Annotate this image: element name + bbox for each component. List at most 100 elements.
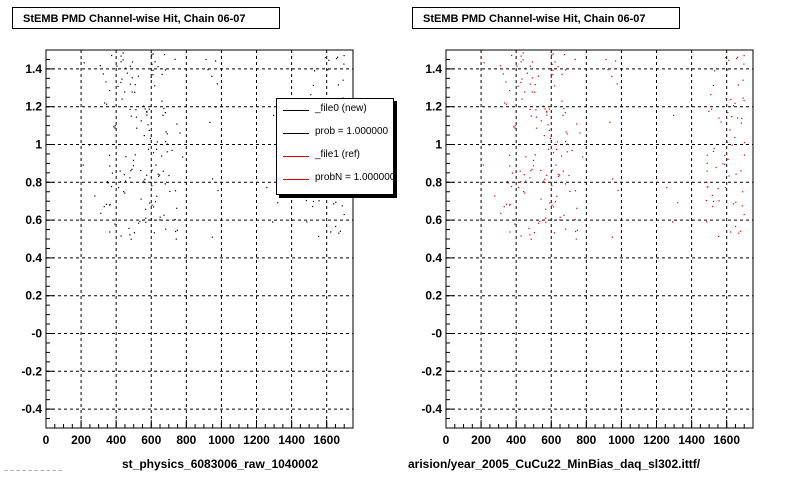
legend-line-new [283, 110, 309, 111]
legend-line-probn [283, 179, 309, 180]
right-data-point [524, 91, 526, 93]
right-data-point [516, 65, 518, 67]
right-data-point [615, 106, 617, 108]
right-data-point [611, 236, 613, 238]
left-data-point [328, 59, 330, 61]
left-data-point [109, 231, 111, 233]
right-data-point [720, 121, 722, 123]
right-data-point [531, 168, 533, 170]
right-data-point [576, 207, 578, 209]
left-data-point [109, 203, 111, 205]
left-data-point [161, 73, 163, 75]
left-data-point [129, 108, 131, 110]
right-data-point [502, 73, 504, 75]
left-data-point [105, 203, 108, 205]
right-data-point [506, 103, 508, 105]
right-data-point [554, 85, 556, 87]
right-data-point [718, 117, 720, 119]
left-data-point [129, 234, 131, 236]
right-data-point [740, 122, 742, 124]
left-data-point [110, 186, 113, 188]
left-data-point [212, 178, 214, 180]
right-data-point [545, 221, 547, 223]
right-data-point [574, 218, 576, 221]
left-data-point [151, 63, 153, 65]
left-data-point [150, 55, 152, 57]
right-y-tick-label: 1.4 [425, 62, 442, 76]
left-data-point [125, 180, 127, 182]
left-data-point [94, 195, 96, 197]
left-data-point [136, 127, 138, 129]
left-data-point [109, 90, 111, 92]
right-data-point [579, 132, 581, 134]
left-data-point [266, 186, 268, 189]
left-data-point [211, 75, 213, 77]
right-data-point [559, 216, 561, 218]
right-x-tick-label: 200 [471, 433, 491, 447]
left-data-point [215, 60, 217, 62]
right-data-point [509, 165, 511, 167]
left-data-point [137, 75, 139, 77]
left-data-point [343, 63, 345, 65]
right-data-point [520, 61, 522, 63]
right-data-point [494, 195, 496, 197]
right-data-point [582, 156, 584, 158]
right-data-point [519, 170, 521, 172]
left-x-tick-label: 200 [71, 433, 91, 447]
left-data-point [333, 203, 335, 205]
right-data-point [557, 66, 559, 68]
left-data-point [145, 208, 147, 210]
left-data-point [111, 172, 113, 174]
right-data-point [552, 152, 555, 154]
right-data-point [743, 99, 745, 102]
right-data-point [727, 111, 729, 114]
right-data-point [524, 192, 526, 194]
left-data-point [130, 238, 132, 240]
right-data-point [564, 69, 566, 71]
right-data-point [735, 58, 738, 60]
left-data-point [152, 69, 154, 71]
left-data-point [148, 108, 150, 110]
left-data-point [156, 148, 158, 150]
right-data-point [514, 125, 516, 127]
left-data-point [151, 169, 153, 171]
right-data-point [530, 238, 532, 240]
left-data-point [134, 91, 136, 93]
left-data-point [103, 206, 105, 208]
left-data-point [164, 112, 166, 114]
right-data-point [726, 141, 729, 143]
right-data-point [571, 149, 573, 151]
right-data-point [711, 108, 713, 110]
right-data-point [500, 212, 502, 214]
left-data-point [126, 72, 128, 74]
right-data-point [504, 102, 506, 104]
right-data-point [544, 178, 546, 180]
right-data-point [673, 114, 675, 116]
left-data-point [143, 135, 145, 137]
left-data-point [165, 131, 167, 133]
right-y-tick-label: 1 [435, 138, 442, 152]
right-data-point [552, 69, 554, 71]
left-data-point [120, 61, 122, 63]
left-data-point [318, 200, 320, 202]
right-x-tick-label: 1200 [643, 433, 670, 447]
right-data-point [540, 169, 542, 172]
left-data-point [128, 227, 130, 229]
left-data-point [159, 216, 161, 218]
right-data-point [529, 65, 531, 67]
left-data-point [123, 174, 125, 176]
right-data-point [546, 111, 548, 113]
left-data-point [130, 115, 132, 117]
right-data-point [575, 230, 577, 233]
right-data-point [743, 213, 745, 216]
right-data-point [706, 181, 708, 183]
left-x-tick-label: 1400 [278, 433, 305, 447]
left-data-point [140, 169, 142, 172]
right-data-point [543, 105, 545, 107]
right-data-point [549, 181, 551, 183]
right-data-point [553, 232, 555, 234]
right-data-point [505, 203, 508, 205]
left-data-point [310, 94, 312, 96]
right-data-point [561, 155, 563, 157]
left-x-tick-label: 0 [43, 433, 50, 447]
